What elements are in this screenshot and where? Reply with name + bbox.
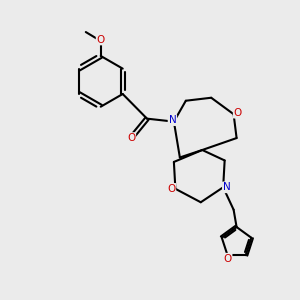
Text: N: N [169, 115, 176, 125]
Text: O: O [97, 34, 105, 44]
Text: O: O [127, 133, 135, 143]
Text: O: O [234, 108, 242, 118]
Text: N: N [223, 182, 231, 192]
Text: O: O [167, 184, 175, 194]
Text: O: O [223, 254, 232, 264]
